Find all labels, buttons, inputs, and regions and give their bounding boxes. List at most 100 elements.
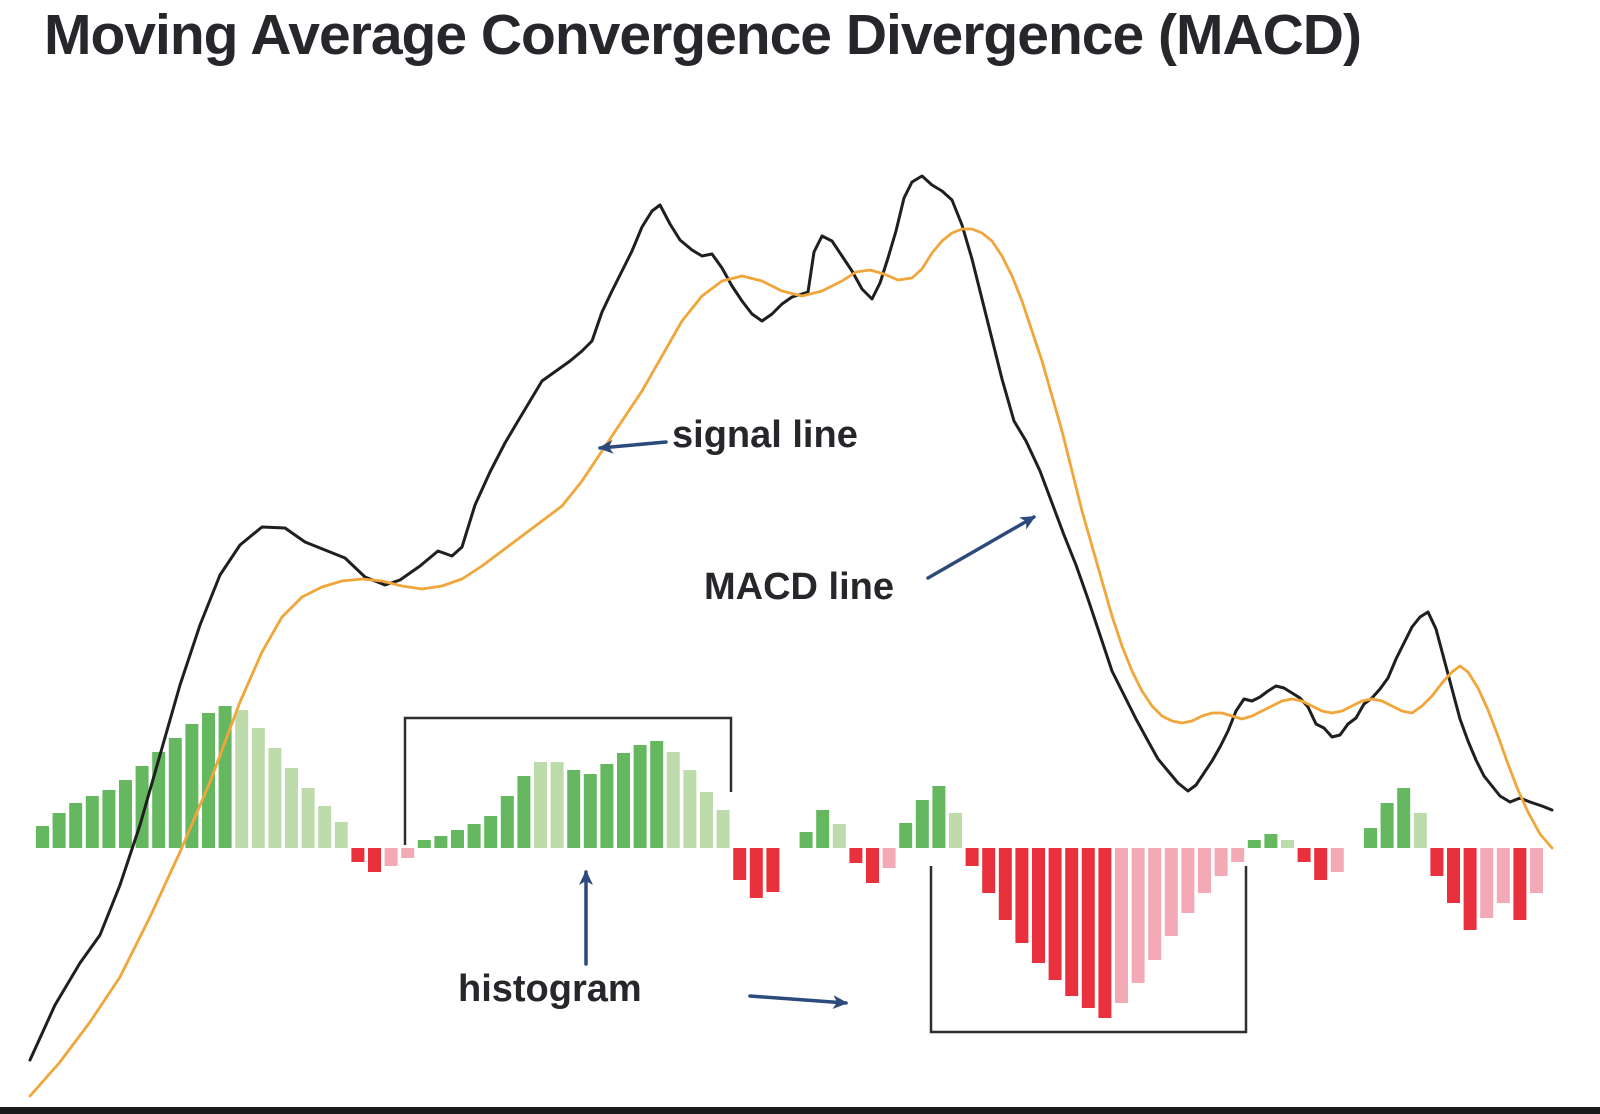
bottom-border (0, 1107, 1600, 1114)
histogram-bar (1330, 848, 1344, 872)
histogram-bars (36, 706, 1543, 1018)
histogram-bar (467, 824, 481, 848)
histogram-bar (102, 790, 116, 848)
histogram-bar (1380, 803, 1394, 848)
histogram-bar (1397, 788, 1411, 848)
histogram-bar (716, 810, 730, 848)
histogram-bar (185, 724, 199, 848)
histogram-bar (268, 748, 282, 848)
histogram-bar (683, 770, 697, 848)
histogram-bar (982, 848, 996, 893)
histogram-bar (1115, 848, 1128, 1003)
histogram-bar (202, 713, 215, 848)
red-histogram-bracket (929, 866, 1248, 1034)
histogram-bar (567, 770, 581, 848)
histogram-bar (1048, 848, 1062, 980)
histogram-bar (766, 848, 780, 892)
histogram-bar (152, 752, 166, 848)
histogram-bar (301, 788, 315, 848)
green-histogram-bracket (403, 716, 733, 845)
histogram-bar (1181, 848, 1195, 913)
histogram-bar (534, 762, 547, 848)
histogram-bar (633, 745, 647, 848)
histogram-bar (69, 803, 83, 848)
signal-line (28, 227, 1554, 1098)
histogram-bar (1513, 848, 1527, 920)
histogram-bar (434, 836, 448, 848)
histogram-bar (251, 728, 265, 848)
chart-title: Moving Average Convergence Divergence (M… (44, 3, 1362, 67)
histogram-bar (451, 830, 464, 848)
histogram-bar (368, 848, 381, 872)
histogram-bar (799, 832, 813, 848)
histogram-bar (52, 813, 66, 848)
macd-line (28, 174, 1554, 1062)
histogram-bar (1131, 848, 1145, 983)
histogram-bar (334, 822, 348, 848)
histogram-bar (1297, 848, 1311, 862)
histogram-bar (1164, 848, 1178, 936)
histogram-bar (351, 848, 365, 862)
histogram-bar (617, 753, 630, 848)
histogram-bar (1148, 848, 1162, 960)
histogram-bar (1463, 848, 1477, 930)
histogram-bar (949, 813, 962, 848)
histogram-bar (401, 848, 415, 858)
histogram-bar (1281, 840, 1294, 848)
macd-line-label: MACD line (704, 566, 894, 608)
histogram-bar (749, 848, 763, 898)
histogram-bar (318, 806, 332, 848)
histogram-bar (583, 774, 597, 848)
histogram-bar (517, 776, 531, 848)
histogram-bar (218, 706, 232, 848)
histogram-bar (600, 764, 614, 848)
histogram-bar (1447, 848, 1460, 903)
histogram-bar (1198, 848, 1211, 893)
histogram-bar (1430, 848, 1444, 876)
macd-line-arrow (926, 515, 1036, 580)
histogram-bar (168, 738, 182, 848)
histogram-bar (1530, 848, 1543, 893)
histogram-bar (666, 752, 680, 848)
histogram-bar (500, 796, 514, 848)
histogram-bar (832, 824, 846, 848)
histogram-bar (1015, 848, 1029, 943)
signal-line-arrow (598, 439, 668, 454)
histogram-right-arrow (748, 994, 848, 1010)
histogram-bar (36, 826, 49, 848)
histogram-bar (384, 848, 398, 866)
histogram-bar (1364, 828, 1377, 848)
histogram-bar (1496, 848, 1510, 903)
histogram-bar (882, 848, 896, 868)
histogram-bar (119, 780, 132, 848)
histogram-bar (1214, 848, 1228, 876)
histogram-bar (1098, 848, 1112, 1018)
histogram-bar (1081, 848, 1095, 1008)
signal-line-label: signal line (672, 414, 858, 456)
histogram-bar (733, 848, 747, 880)
histogram-bar (899, 823, 913, 848)
histogram-bar (85, 796, 99, 848)
histogram-bar (1065, 848, 1079, 996)
histogram-label: histogram (458, 968, 642, 1010)
histogram-bar (1264, 834, 1278, 848)
histogram-bar (1032, 848, 1045, 963)
histogram-bar (650, 741, 664, 848)
histogram-bar (1314, 848, 1328, 880)
histogram-bar (816, 810, 830, 848)
histogram-bar (965, 848, 979, 866)
histogram-bar (417, 840, 431, 848)
histogram-bar (866, 848, 879, 883)
histogram-bar (700, 792, 713, 848)
histogram-bar (285, 768, 298, 848)
histogram-bar (915, 800, 929, 848)
histogram-bar (1247, 840, 1261, 848)
histogram-bar (1413, 813, 1427, 848)
histogram-bar (550, 762, 564, 848)
histogram-bar (849, 848, 863, 863)
histogram-bar (235, 710, 249, 848)
histogram-bar (998, 848, 1012, 920)
histogram-bar (1231, 848, 1245, 862)
